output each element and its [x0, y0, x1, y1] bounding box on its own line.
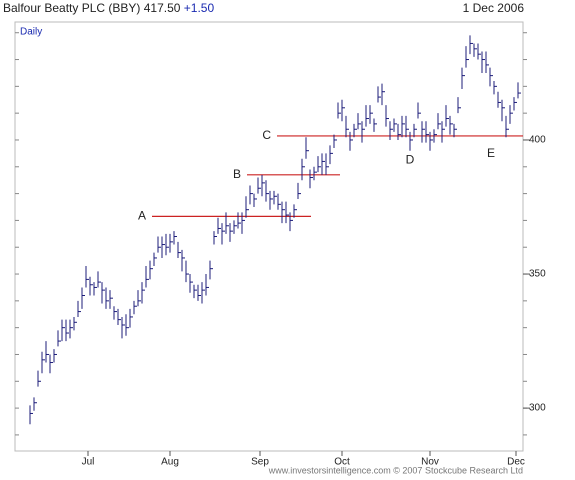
title-text: Balfour Beatty PLC (BBY) 417.50	[3, 1, 181, 15]
level-label: C	[262, 128, 271, 142]
x-tick-label: Nov	[421, 457, 439, 468]
level-label: B	[233, 167, 241, 181]
y-tick-label: 300	[529, 403, 546, 414]
interval: Daily	[20, 27, 42, 38]
level-label: A	[138, 209, 146, 223]
y-tick-label: 400	[529, 135, 546, 146]
footer: www.investorsintelligence.com © 2007 Sto…	[268, 465, 523, 475]
y-tick-label: 350	[529, 269, 546, 280]
change: +1.50	[184, 1, 215, 15]
date: 1 Dec 2006	[463, 1, 525, 15]
annotation: D	[406, 152, 415, 166]
x-tick-label: Oct	[334, 457, 350, 468]
plot-frame	[14, 21, 524, 452]
chart-title: Balfour Beatty PLC (BBY) 417.50 +1.50	[3, 1, 214, 15]
x-tick-label: Sep	[251, 457, 269, 468]
x-tick-label: Aug	[161, 457, 179, 468]
x-tick-label: Jul	[82, 457, 95, 468]
annotation: E	[487, 146, 495, 160]
x-tick-label: Dec	[507, 457, 525, 468]
